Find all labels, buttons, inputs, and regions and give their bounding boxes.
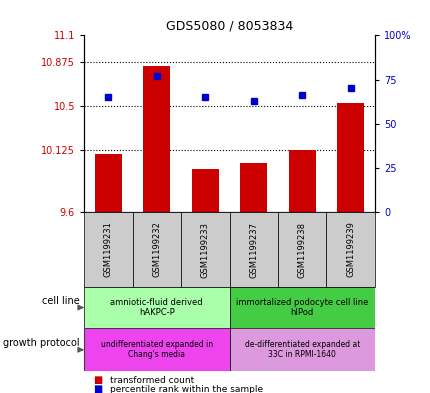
Text: ■: ■	[92, 375, 101, 385]
Bar	[181, 212, 229, 287]
Bar	[326, 212, 374, 287]
Text: GSM1199232: GSM1199232	[152, 222, 161, 277]
Bar	[229, 328, 374, 371]
Text: de-differentiated expanded at
33C in RPMI-1640: de-differentiated expanded at 33C in RPM…	[244, 340, 359, 360]
Bar	[191, 169, 218, 212]
Text: percentile rank within the sample: percentile rank within the sample	[110, 385, 262, 393]
Bar	[337, 103, 363, 212]
Bar	[84, 287, 229, 328]
Bar	[229, 287, 374, 328]
Text: immortalized podocyte cell line
hIPod: immortalized podocyte cell line hIPod	[236, 298, 368, 317]
Title: GDS5080 / 8053834: GDS5080 / 8053834	[166, 20, 292, 33]
Bar	[84, 212, 132, 287]
Bar	[277, 212, 326, 287]
Text: GSM1199239: GSM1199239	[345, 222, 354, 277]
Text: transformed count: transformed count	[110, 376, 194, 384]
Bar	[240, 163, 267, 212]
Bar	[229, 212, 277, 287]
Text: undifferentiated expanded in
Chang's media: undifferentiated expanded in Chang's med…	[101, 340, 212, 360]
Text: GSM1199233: GSM1199233	[200, 222, 209, 277]
Text: cell line: cell line	[42, 296, 80, 306]
Text: growth protocol: growth protocol	[3, 338, 80, 348]
Bar	[84, 328, 229, 371]
Bar	[132, 212, 181, 287]
Text: GSM1199231: GSM1199231	[104, 222, 113, 277]
Bar	[143, 66, 170, 212]
Text: GSM1199238: GSM1199238	[297, 222, 306, 277]
Text: GSM1199237: GSM1199237	[249, 222, 258, 277]
Bar	[95, 154, 121, 212]
Text: amniotic-fluid derived
hAKPC-P: amniotic-fluid derived hAKPC-P	[110, 298, 203, 317]
Bar	[288, 150, 315, 212]
Text: ■: ■	[92, 384, 101, 393]
